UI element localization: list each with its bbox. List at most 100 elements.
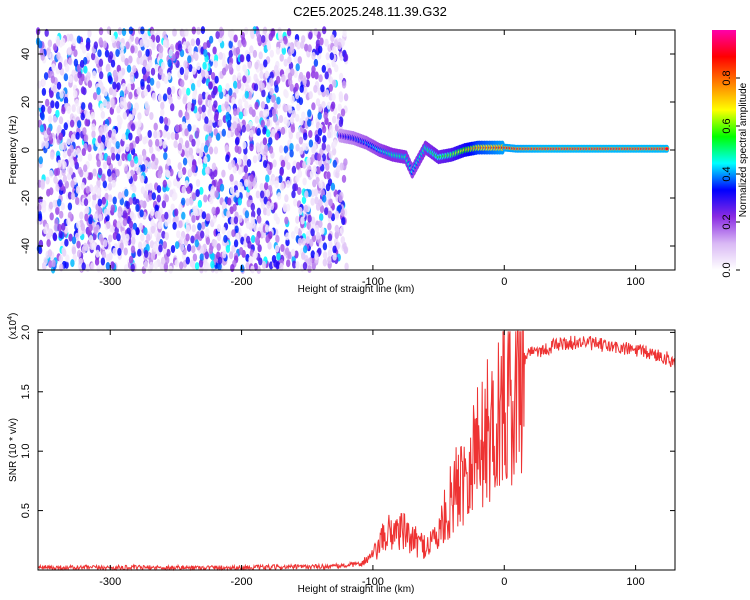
- heatmap-noise-cell: [96, 159, 101, 168]
- heatmap-noise-cell: [218, 51, 223, 60]
- heatmap-noise-cell: [70, 192, 76, 201]
- heatmap-noise-cell: [82, 127, 87, 136]
- heatmap-noise-cell: [321, 101, 326, 109]
- heatmap-noise-cell: [92, 168, 97, 177]
- heatmap-noise-cell: [59, 90, 64, 99]
- heatmap-noise-cell: [63, 122, 68, 131]
- heatmap-noise-cell: [198, 149, 204, 158]
- heatmap-noise-cell: [248, 91, 253, 100]
- snr-y-ticks: 0.5 1.0 1.5 2.0: [20, 325, 675, 518]
- heatmap-noise-cell: [102, 180, 108, 189]
- heatmap-noise-cell: [156, 80, 161, 89]
- heatmap-noise-cell: [281, 74, 286, 82]
- heatmap-noise-cell: [102, 40, 108, 49]
- heatmap-noise-cell: [112, 196, 117, 205]
- heatmap-noise-cell: [268, 109, 273, 118]
- heatmap-noise-cell: [157, 221, 163, 230]
- x-tick-label: 100: [626, 576, 644, 588]
- heatmap-noise-cell: [148, 182, 153, 191]
- heatmap-noise-cell: [332, 159, 337, 168]
- heatmap-noise-cell: [237, 72, 242, 81]
- heatmap-noise-cell: [76, 35, 82, 44]
- heatmap-noise-cell: [101, 196, 107, 205]
- heatmap-noise-cell: [75, 185, 81, 194]
- heatmap-noise-cell: [195, 138, 201, 147]
- heatmap-noise-cell: [67, 148, 72, 157]
- heatmap-noise-cell: [102, 98, 108, 107]
- heatmap-noise-cell: [59, 263, 64, 272]
- heatmap-noise-cell: [332, 79, 337, 88]
- heatmap-noise-cell: [310, 228, 315, 237]
- heatmap-noise-cell: [55, 183, 60, 192]
- heatmap-noise-cell: [263, 160, 268, 168]
- heatmap-noise-cell: [332, 245, 337, 254]
- heatmap-noise-cell: [226, 210, 231, 219]
- heatmap-noise-cell: [60, 202, 65, 211]
- heatmap-noise-cell: [179, 261, 184, 270]
- heatmap-noise-cell: [212, 215, 217, 223]
- heatmap-signal-core: [665, 147, 669, 151]
- x-tick-label: 0: [501, 576, 507, 588]
- heatmap-noise-cell: [192, 91, 197, 100]
- heatmap-noise-cell: [181, 87, 187, 96]
- heatmap-noise-cell: [238, 166, 243, 175]
- heatmap-noise-cell: [245, 220, 251, 229]
- heatmap-noise-cell: [198, 259, 204, 268]
- heatmap-noise-cell: [92, 92, 98, 101]
- heatmap-noise-cell: [212, 46, 217, 55]
- heatmap-noise-cell: [95, 249, 100, 258]
- heatmap-noise-cell: [184, 128, 189, 137]
- heatmap-noise-cell: [133, 173, 138, 182]
- heatmap-noise-cell: [247, 61, 252, 70]
- heatmap-noise-cell: [186, 186, 191, 194]
- heatmap-noise-cell: [293, 70, 298, 78]
- heatmap-noise-cell: [314, 134, 320, 143]
- heatmap-noise-cell: [133, 45, 138, 54]
- heatmap-noise-cell: [331, 147, 337, 156]
- heatmap-noise-cell: [263, 59, 268, 68]
- heatmap-noise-cell: [163, 262, 169, 271]
- colorbar: 0.0 0.2 0.4 0.6 0.8 Normalized spectral ampl…: [712, 30, 749, 278]
- heatmap-noise-cell: [68, 75, 73, 84]
- y-tick-label: 40: [20, 48, 32, 60]
- heatmap-noise-cell: [334, 231, 339, 239]
- heatmap-noise-cell: [173, 140, 178, 149]
- heatmap-noise-cell: [40, 112, 45, 121]
- heatmap-noise-cell: [163, 116, 169, 125]
- heatmap-noise-cell: [170, 103, 175, 112]
- heatmap-noise-cell: [162, 140, 167, 149]
- heatmap-noise-cell: [202, 42, 208, 51]
- heatmap-noise-cell: [216, 233, 222, 242]
- heatmap-noise-cell: [88, 102, 93, 111]
- heatmap-noise-cell: [64, 260, 69, 269]
- heatmap-noise-cell: [266, 42, 272, 51]
- heatmap-noise-cell: [126, 64, 132, 73]
- heatmap-noise-cell: [191, 164, 196, 173]
- heatmap-noise-cell: [334, 64, 339, 73]
- heatmap-noise-cell: [121, 133, 127, 142]
- heatmap-noise-cell: [119, 242, 124, 251]
- heatmap-noise-cell: [68, 167, 74, 176]
- heatmap-noise-cell: [128, 113, 133, 122]
- heatmap-noise-cell: [179, 236, 184, 245]
- heatmap-noise-cell: [73, 49, 78, 58]
- heatmap-noise-cell: [104, 49, 110, 58]
- heatmap-noise-cell: [184, 140, 190, 149]
- heatmap-noise-cell: [123, 247, 128, 256]
- colorbar-tick-label: 0.8: [721, 70, 733, 85]
- chart-title: C2E5.2025.248.11.39.G32: [293, 4, 447, 19]
- heatmap-noise-cell: [293, 198, 298, 207]
- heatmap-noise-cell: [322, 251, 328, 260]
- heatmap-noise-cell: [205, 228, 210, 237]
- heatmap-noise-cell: [221, 59, 227, 68]
- heatmap-noise-cell: [326, 101, 332, 110]
- heatmap-noise-cell: [307, 118, 312, 127]
- heatmap-noise-cell: [208, 81, 213, 90]
- heatmap-noise-cell: [308, 139, 314, 148]
- heatmap-noise-cell: [126, 83, 132, 92]
- heatmap-noise-cell: [155, 138, 160, 147]
- heatmap-noise-cell: [151, 92, 157, 101]
- heatmap-noise-cell: [115, 49, 120, 57]
- heatmap-noise-cell: [316, 166, 321, 175]
- heatmap-noise-cell: [300, 216, 305, 225]
